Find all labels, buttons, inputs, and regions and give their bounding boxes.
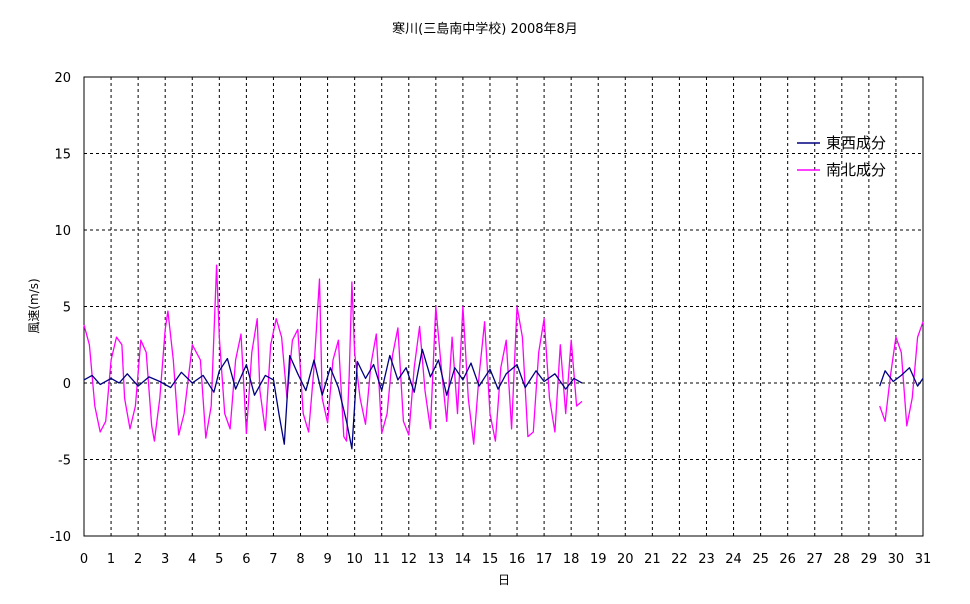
x-tick-label: 20 <box>617 552 634 567</box>
x-tick-label: 21 <box>644 552 661 567</box>
x-tick-label: 17 <box>536 552 553 567</box>
y-tick-label: 15 <box>54 148 71 163</box>
x-tick-label: 22 <box>671 552 688 567</box>
x-tick-label: 5 <box>215 552 223 567</box>
legend-label-0: 東西成分 <box>826 134 886 152</box>
x-tick-label: 16 <box>509 552 526 567</box>
legend-label-1: 南北成分 <box>826 161 886 179</box>
x-tick-label: 0 <box>80 552 88 567</box>
x-tick-label: 9 <box>323 552 331 567</box>
y-tick-label: 0 <box>63 377 71 392</box>
series-line-1 <box>83 264 583 445</box>
series-line-0 <box>83 348 583 450</box>
x-tick-label: 25 <box>752 552 769 567</box>
x-tick-label: 11 <box>373 552 390 567</box>
x-axis-label: 日 <box>498 573 510 587</box>
x-tick-label: 8 <box>296 552 304 567</box>
x-tick-label: 18 <box>563 552 580 567</box>
y-tick-labels: 20 15 10 5 0 -5 -10 <box>50 71 71 545</box>
series-line-1 <box>879 321 924 427</box>
y-axis-label: 風速(m/s) <box>27 278 41 333</box>
x-tick-label: 7 <box>269 552 277 567</box>
x-tick-label: 6 <box>242 552 250 567</box>
x-tick-label: 27 <box>806 552 823 567</box>
y-tick-label: 5 <box>63 301 71 316</box>
grid <box>84 77 923 536</box>
x-tick-label: 31 <box>915 552 932 567</box>
y-tick-label: 10 <box>54 224 71 239</box>
x-tick-label: 14 <box>455 552 472 567</box>
x-tick-label: 24 <box>725 552 742 567</box>
x-tick-label: 29 <box>861 552 878 567</box>
x-tick-label: 15 <box>482 552 499 567</box>
x-tick-label: 3 <box>161 552 169 567</box>
x-tick-label: 23 <box>698 552 715 567</box>
x-tick-label: 10 <box>346 552 363 567</box>
chart-title: 寒川(三島南中学校) 2008年8月 <box>392 21 578 37</box>
x-tick-label: 2 <box>134 552 142 567</box>
series-lines <box>83 264 924 450</box>
x-tick-label: 13 <box>428 552 445 567</box>
x-tick-label: 4 <box>188 552 196 567</box>
x-tick-labels: 0 1 2 3 4 5 6 7 8 9 10 11 12 13 14 15 16 17 18 19 20 21 22 23 24… <box>80 552 931 567</box>
plot-frame <box>83 76 924 537</box>
x-tick-label: 26 <box>779 552 796 567</box>
series-line-0 <box>879 367 924 387</box>
y-tick-label: 20 <box>54 71 71 86</box>
y-tick-label: -10 <box>50 530 71 545</box>
x-tick-label: 19 <box>590 552 607 567</box>
x-tick-label: 28 <box>834 552 851 567</box>
y-tick-label: -5 <box>58 454 71 469</box>
x-tick-label: 12 <box>401 552 418 567</box>
x-tick-label: 30 <box>888 552 905 567</box>
x-tick-label: 1 <box>107 552 115 567</box>
